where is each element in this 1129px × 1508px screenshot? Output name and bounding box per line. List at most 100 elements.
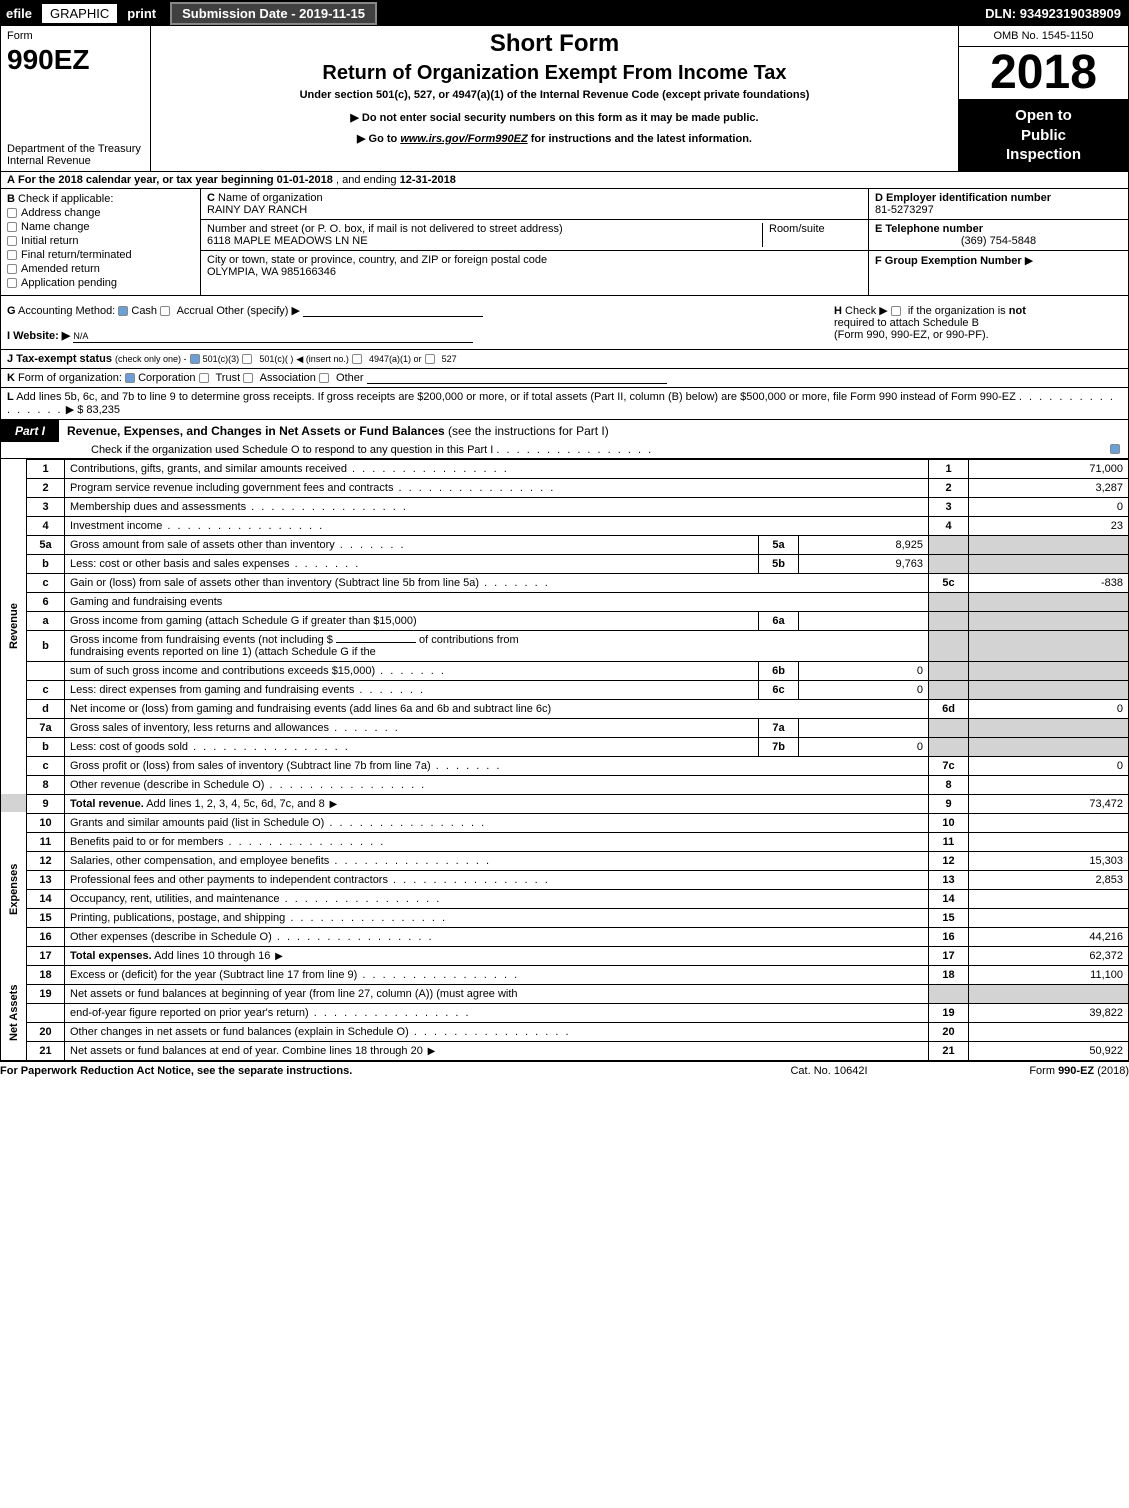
desc-text: sum of such gross income and contributio… bbox=[70, 665, 375, 677]
sub-num: 5a bbox=[759, 535, 799, 554]
line-num: 4 bbox=[27, 516, 65, 535]
line-num: 16 bbox=[27, 927, 65, 946]
line-desc: Other revenue (describe in Schedule O) bbox=[65, 775, 929, 794]
k-label: K bbox=[7, 372, 15, 384]
chk-501c3-icon[interactable] bbox=[190, 354, 200, 364]
chk-name-change[interactable]: Name change bbox=[7, 221, 194, 233]
chk-schedule-o-icon[interactable] bbox=[1110, 444, 1120, 454]
chk-address-change[interactable]: Address change bbox=[7, 207, 194, 219]
chk-trust-icon[interactable] bbox=[199, 373, 209, 383]
chk-4947-icon[interactable] bbox=[352, 354, 362, 364]
table-row: b Gross income from fundraising events (… bbox=[1, 630, 1129, 661]
chk-label: Address change bbox=[21, 207, 101, 219]
other-label: Other (specify) ▶ bbox=[216, 305, 300, 317]
line-desc: Total revenue. Add lines 1, 2, 3, 4, 5c,… bbox=[65, 794, 929, 813]
dots bbox=[354, 684, 425, 696]
shaded-cell bbox=[969, 661, 1129, 680]
desc-text: Membership dues and assessments bbox=[70, 501, 246, 513]
desc-text: Printing, publications, postage, and shi… bbox=[70, 912, 285, 924]
part-i-title: Revenue, Expenses, and Changes in Net As… bbox=[59, 420, 1128, 442]
line-num: 5a bbox=[27, 535, 65, 554]
h-forms: (Form 990, 990-EZ, or 990-PF). bbox=[834, 329, 989, 341]
table-row: 21 Net assets or fund balances at end of… bbox=[1, 1041, 1129, 1060]
shaded-cell bbox=[929, 718, 969, 737]
desc-text: Other revenue (describe in Schedule O) bbox=[70, 779, 264, 791]
chk-label: Amended return bbox=[21, 263, 100, 275]
line-num: 11 bbox=[27, 832, 65, 851]
checkbox-accrual-icon[interactable] bbox=[160, 306, 170, 316]
dots bbox=[479, 577, 550, 589]
right-num: 7c bbox=[929, 756, 969, 775]
sub-num: 6c bbox=[759, 680, 799, 699]
right-num: 4 bbox=[929, 516, 969, 535]
desc-text: Benefits paid to or for members bbox=[70, 836, 223, 848]
part-i-sub: (see the instructions for Part I) bbox=[445, 424, 609, 438]
accounting-label: Accounting Method: bbox=[18, 305, 115, 317]
right-num: 19 bbox=[929, 1003, 969, 1022]
d-label: D Employer identification number bbox=[875, 192, 1051, 204]
sub-val: 8,925 bbox=[799, 535, 929, 554]
shaded-cell bbox=[929, 554, 969, 573]
dots-arrow bbox=[270, 950, 284, 962]
desc-text: Gross profit or (loss) from sales of inv… bbox=[70, 760, 431, 772]
chk-final-return[interactable]: Final return/terminated bbox=[7, 249, 194, 261]
l-text: Add lines 5b, 6c, and 7b to line 9 to de… bbox=[16, 391, 1016, 403]
line-num: b bbox=[27, 630, 65, 661]
tax-year-begin: 01-01-2018 bbox=[277, 174, 333, 186]
top-bar: efile GRAPHIC print Submission Date - 20… bbox=[0, 0, 1129, 26]
address-row: Number and street (or P. O. box, if mail… bbox=[201, 220, 868, 251]
line-desc: Gross sales of inventory, less returns a… bbox=[65, 718, 759, 737]
right-val: 71,000 bbox=[969, 459, 1129, 478]
chk-assoc-icon[interactable] bbox=[243, 373, 253, 383]
shaded-cell bbox=[929, 737, 969, 756]
desc-text: Add lines 10 through 16 bbox=[152, 950, 271, 962]
line-desc: Less: cost or other basis and sales expe… bbox=[65, 554, 759, 573]
check-if-label: Check if applicable: bbox=[18, 193, 113, 205]
j-insert: ◀ (insert no.) bbox=[296, 354, 348, 364]
line-num: 10 bbox=[27, 813, 65, 832]
tax-year-end: 12-31-2018 bbox=[400, 174, 456, 186]
chk-application-pending[interactable]: Application pending bbox=[7, 277, 194, 289]
k-trust: Trust bbox=[215, 372, 240, 384]
f-label: F Group Exemption Number bbox=[875, 255, 1022, 267]
side-spacer bbox=[1, 794, 27, 813]
shaded-cell bbox=[969, 680, 1129, 699]
footer-right: Form 990-EZ (2018) bbox=[929, 1065, 1129, 1077]
graphic-button[interactable]: GRAPHIC bbox=[42, 4, 117, 23]
website-value: N/A bbox=[73, 331, 88, 341]
checkbox-cash-icon[interactable] bbox=[118, 306, 128, 316]
chk-527-icon[interactable] bbox=[425, 354, 435, 364]
part-i-header: Part I Revenue, Expenses, and Changes in… bbox=[0, 420, 1129, 442]
irs-link[interactable]: www.irs.gov/Form990EZ bbox=[400, 133, 527, 145]
dots bbox=[309, 1007, 471, 1019]
chk-amended-return[interactable]: Amended return bbox=[7, 263, 194, 275]
accrual-label: Accrual bbox=[177, 305, 214, 317]
k-corp: Corporation bbox=[138, 372, 195, 384]
line-desc: Net assets or fund balances at end of ye… bbox=[65, 1041, 929, 1060]
j-opt1: 501(c)(3) bbox=[203, 354, 240, 364]
submission-date-box: Submission Date - 2019-11-15 bbox=[170, 2, 377, 25]
desc-text-bold: Total expenses. bbox=[70, 950, 152, 962]
print-button[interactable]: print bbox=[121, 6, 162, 21]
chk-corp-icon[interactable] bbox=[125, 373, 135, 383]
dots bbox=[388, 874, 550, 886]
desc-text: Salaries, other compensation, and employ… bbox=[70, 855, 329, 867]
city-label: City or town, state or province, country… bbox=[207, 254, 547, 266]
line-num: 20 bbox=[27, 1022, 65, 1041]
line-num: 18 bbox=[27, 965, 65, 984]
dots bbox=[347, 463, 509, 475]
desc-text: Less: direct expenses from gaming and fu… bbox=[70, 684, 354, 696]
chk-other-icon[interactable] bbox=[319, 373, 329, 383]
chk-label: Name change bbox=[21, 221, 90, 233]
chk-initial-return[interactable]: Initial return bbox=[7, 235, 194, 247]
column-de: D Employer identification number 81-5273… bbox=[868, 189, 1128, 295]
line-desc: Less: cost of goods sold bbox=[65, 737, 759, 756]
checkbox-icon bbox=[7, 264, 17, 274]
expenses-side-label: Expenses bbox=[1, 813, 27, 965]
right-num: 17 bbox=[929, 946, 969, 965]
chk-501c-icon[interactable] bbox=[242, 354, 252, 364]
desc-text: Less: cost of goods sold bbox=[70, 741, 188, 753]
shaded-cell bbox=[969, 737, 1129, 756]
right-num: 9 bbox=[929, 794, 969, 813]
checkbox-h-icon[interactable] bbox=[891, 306, 901, 316]
